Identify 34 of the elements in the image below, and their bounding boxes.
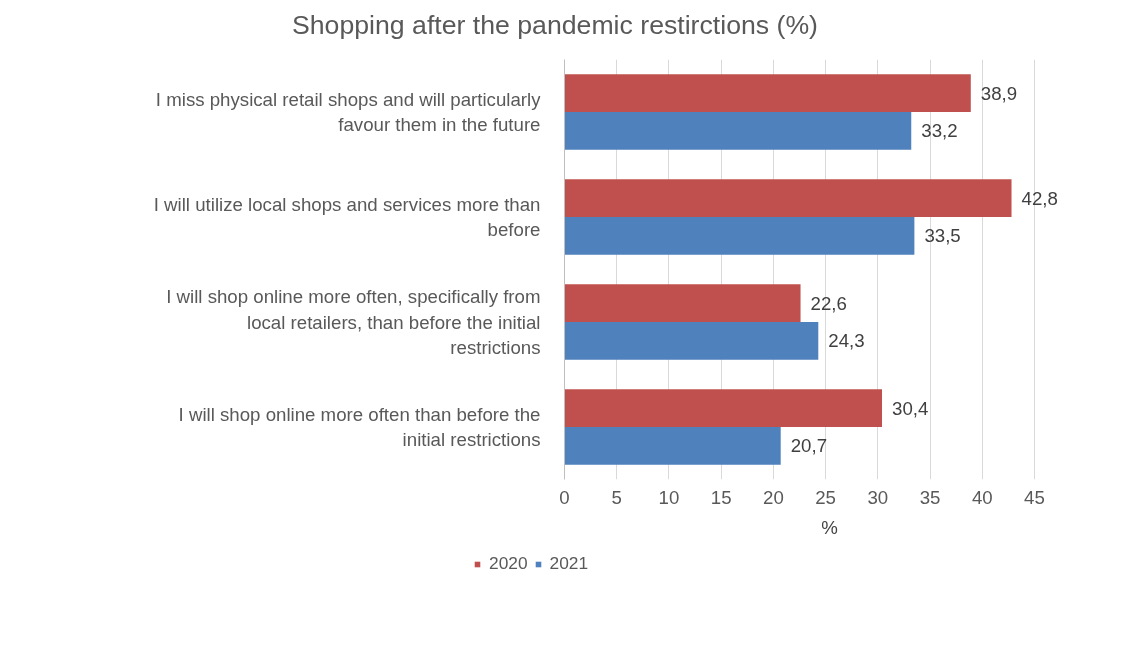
x-tick-label: 35 (919, 486, 941, 508)
x-tick-label: 5 (611, 486, 622, 508)
x-tick-label: 30 (867, 486, 889, 508)
y-tick-label: I miss physical retail shops and will particularly favour them in the future (155, 88, 542, 136)
x-tick-label: 20 (763, 486, 784, 508)
data-label: 33,5 (924, 225, 961, 247)
data-label: 30,4 (892, 397, 929, 419)
data-label: 20,7 (790, 435, 828, 457)
bar (564, 389, 883, 428)
y-tick-label: I will utilize local shops and services more than before (153, 193, 541, 241)
x-axis-title: % (821, 516, 838, 538)
bar (564, 112, 912, 150)
data-label: 42,8 (1021, 187, 1058, 209)
legend-label: 2021 (549, 553, 589, 575)
x-tick-label: 15 (710, 486, 732, 508)
x-tick-label: 0 (559, 486, 570, 508)
bar (564, 427, 781, 465)
x-tick-label: 10 (658, 486, 680, 508)
legend-label: 2020 (489, 553, 528, 575)
data-label: 33,2 (921, 120, 958, 142)
chart-title: Shopping after the pandemic restirctions (%) (292, 9, 818, 42)
x-tick-label: 25 (815, 486, 836, 508)
data-label: 22,6 (810, 292, 847, 314)
data-label: 38,9 (980, 82, 1018, 104)
x-tick-label: 40 (971, 486, 993, 508)
y-tick-label: I will shop online more often than before the initial restrictions (178, 403, 541, 451)
data-label: 24,3 (828, 330, 865, 352)
bar (564, 179, 1012, 218)
bar (564, 322, 819, 360)
bar (564, 217, 915, 255)
y-tick-label: I will shop online more often, specifically from local retailers, than before the initial restrictions (166, 286, 541, 358)
bar (564, 284, 801, 323)
bar (564, 74, 971, 113)
x-tick-label: 45 (1024, 486, 1045, 508)
